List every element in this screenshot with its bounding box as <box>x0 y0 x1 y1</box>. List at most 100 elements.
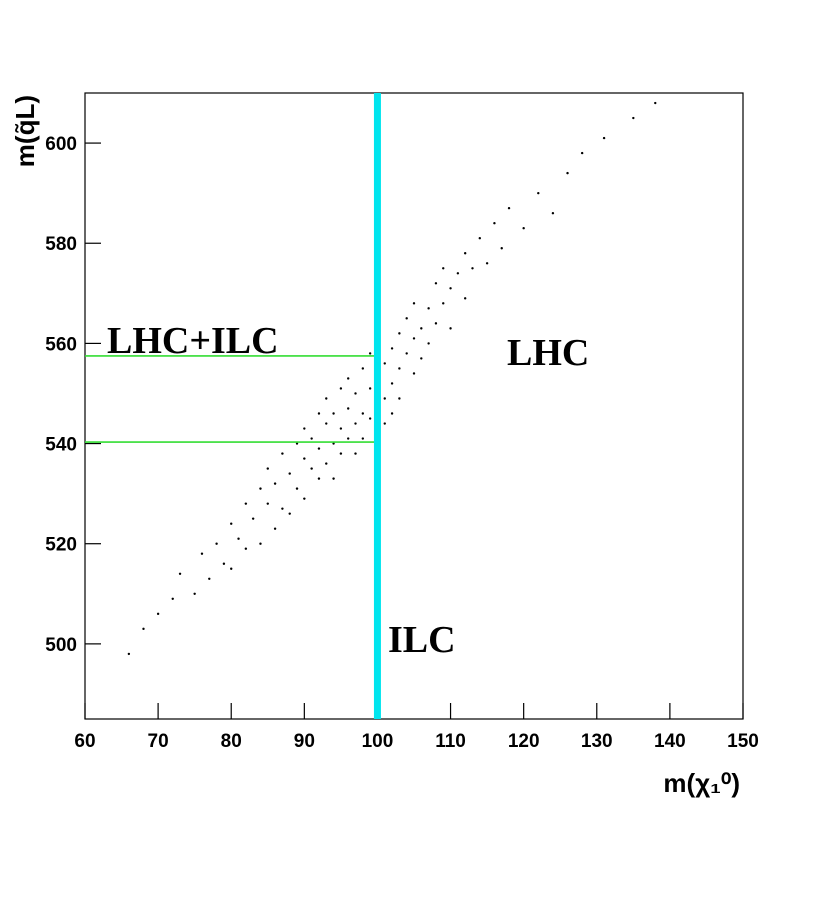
point <box>325 397 328 400</box>
x-tick-label: 140 <box>654 731 686 752</box>
x-tick-label: 70 <box>148 731 169 752</box>
point <box>310 467 313 470</box>
point <box>412 372 416 375</box>
point <box>171 597 174 601</box>
y-tick-label: 540 <box>45 435 77 456</box>
point <box>383 362 386 365</box>
point <box>390 412 394 415</box>
point <box>456 272 460 275</box>
point <box>317 412 321 415</box>
x-axis-label: m(χ₁⁰) <box>663 768 740 798</box>
x-tick-label: 100 <box>362 731 394 752</box>
y-tick-label: 600 <box>45 134 77 155</box>
point <box>266 467 269 470</box>
point <box>347 377 350 380</box>
point <box>259 542 262 545</box>
point <box>368 352 372 355</box>
point <box>434 282 438 285</box>
point <box>295 487 299 490</box>
point <box>354 422 357 425</box>
point <box>303 497 306 500</box>
point <box>208 577 211 580</box>
annotation: LHC <box>507 332 589 374</box>
point <box>325 422 328 425</box>
point <box>193 592 196 595</box>
point <box>288 472 291 475</box>
point <box>244 547 248 550</box>
point <box>405 352 408 355</box>
point <box>434 322 438 325</box>
point <box>420 327 423 330</box>
point <box>325 462 328 465</box>
annotation: ILC <box>388 619 456 661</box>
point <box>339 452 343 455</box>
point <box>178 572 182 575</box>
point <box>420 357 423 360</box>
point <box>347 407 350 410</box>
point <box>383 422 386 425</box>
point <box>354 452 357 455</box>
point <box>295 442 299 445</box>
point <box>237 537 240 540</box>
point <box>339 427 343 430</box>
point <box>303 427 306 430</box>
point <box>500 247 503 250</box>
point <box>230 522 233 525</box>
y-tick-label: 580 <box>45 234 77 255</box>
point <box>654 101 657 105</box>
point <box>332 477 335 480</box>
point <box>398 367 401 370</box>
point <box>332 412 335 415</box>
point <box>251 517 255 520</box>
point <box>463 252 467 255</box>
point <box>273 527 277 530</box>
point <box>485 262 489 265</box>
point <box>361 437 365 440</box>
point <box>244 502 248 505</box>
point <box>449 327 452 330</box>
point <box>398 397 401 400</box>
point <box>449 287 452 290</box>
point <box>222 562 226 565</box>
point <box>427 342 430 345</box>
point <box>281 452 284 455</box>
x-tick-label: 150 <box>727 731 759 752</box>
x-tick-label: 130 <box>581 731 613 752</box>
point <box>273 482 277 485</box>
point <box>383 397 386 400</box>
x-tick-label: 120 <box>508 731 540 752</box>
point <box>522 227 525 230</box>
point <box>463 297 467 300</box>
point <box>332 442 335 445</box>
point <box>602 136 606 140</box>
point <box>361 367 365 370</box>
point <box>412 302 416 305</box>
point <box>230 567 233 570</box>
point <box>566 171 569 175</box>
point <box>427 307 430 310</box>
point <box>317 447 321 450</box>
x-tick-label: 110 <box>435 731 466 752</box>
point <box>580 151 584 155</box>
point <box>200 552 204 555</box>
point <box>281 507 284 510</box>
point <box>127 652 131 656</box>
point <box>493 222 496 225</box>
point <box>310 437 313 440</box>
point <box>390 347 394 350</box>
point <box>390 382 394 385</box>
point <box>215 542 218 545</box>
point <box>317 477 321 480</box>
point <box>288 512 291 515</box>
point <box>368 387 372 390</box>
point <box>259 487 262 490</box>
point <box>266 502 269 505</box>
point <box>339 387 343 390</box>
point <box>507 206 511 210</box>
point <box>347 437 350 440</box>
point <box>478 237 481 240</box>
point <box>442 302 445 305</box>
x-tick-label: 90 <box>294 731 315 752</box>
point <box>303 457 306 460</box>
